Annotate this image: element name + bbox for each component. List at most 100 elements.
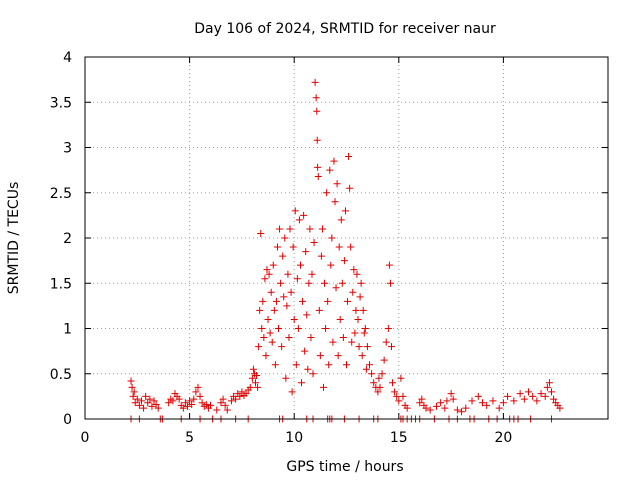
- data-point: [202, 401, 210, 409]
- data-point: [221, 401, 229, 409]
- data-point: [548, 388, 556, 396]
- data-point: [384, 325, 392, 332]
- data-point: [323, 189, 331, 197]
- data-point: [389, 379, 397, 387]
- data-point: [437, 399, 445, 407]
- data-point: [213, 406, 221, 414]
- data-point: [302, 248, 310, 256]
- data-point: [271, 361, 279, 369]
- data-point: [304, 365, 312, 373]
- data-point: [432, 402, 440, 410]
- data-point: [322, 325, 330, 332]
- data-point: [135, 401, 143, 409]
- data-point: [556, 404, 564, 412]
- data-point: [339, 334, 347, 342]
- x-tick-label: 15: [390, 430, 408, 446]
- data-point: [267, 288, 275, 296]
- data-point: [306, 225, 314, 233]
- data-point: [334, 352, 342, 360]
- data-point: [516, 390, 524, 398]
- data-point: [194, 383, 202, 391]
- data-point: [543, 383, 551, 391]
- data-point: [259, 297, 267, 305]
- data-point: [363, 343, 371, 351]
- data-point: [537, 390, 545, 398]
- data-point: [541, 392, 549, 400]
- data-point: [294, 325, 302, 332]
- y-tick-label: 3: [63, 141, 72, 157]
- data-point: [137, 397, 145, 405]
- data-point: [251, 379, 259, 387]
- data-point: [130, 388, 138, 396]
- data-point: [529, 392, 537, 400]
- data-point: [196, 392, 204, 400]
- data-point: [282, 374, 290, 382]
- data-point: [441, 404, 449, 412]
- data-point: [144, 399, 152, 407]
- data-point: [128, 383, 136, 391]
- data-point: [397, 374, 405, 382]
- data-point: [495, 404, 503, 412]
- data-point: [366, 361, 374, 369]
- data-point: [449, 395, 457, 403]
- data-point: [256, 306, 264, 314]
- data-point: [348, 338, 356, 346]
- data-point: [217, 399, 225, 407]
- data-point: [324, 297, 332, 305]
- data-point: [337, 216, 345, 224]
- data-point: [268, 338, 276, 346]
- data-point: [300, 211, 308, 219]
- data-point: [370, 379, 378, 387]
- data-point: [283, 302, 291, 310]
- data-point: [219, 395, 227, 403]
- data-point: [376, 383, 384, 391]
- data-point: [360, 329, 368, 337]
- data-point: [462, 404, 470, 412]
- data-point: [238, 388, 246, 396]
- data-point: [311, 78, 319, 86]
- data-point: [504, 392, 512, 400]
- data-point: [270, 306, 278, 314]
- data-point: [131, 399, 139, 407]
- data-point: [318, 225, 326, 233]
- data-point: [447, 390, 455, 398]
- data-point: [276, 225, 284, 233]
- data-point: [242, 390, 250, 398]
- data-point: [386, 279, 394, 287]
- data-point: [489, 397, 497, 405]
- data-point: [165, 399, 173, 407]
- data-point: [336, 315, 344, 323]
- data-point: [333, 180, 341, 188]
- data-point: [328, 234, 336, 242]
- data-point: [133, 395, 141, 403]
- data-point: [343, 361, 350, 369]
- data-point: [353, 270, 361, 278]
- x-axis-title: GPS time / hours: [286, 459, 403, 475]
- data-point: [347, 243, 355, 251]
- data-point: [236, 392, 244, 400]
- y-tick-label: 2: [63, 231, 72, 247]
- data-point: [478, 399, 486, 407]
- data-point: [346, 184, 354, 192]
- data-point: [368, 370, 376, 378]
- data-point: [169, 397, 177, 405]
- data-point: [298, 379, 306, 387]
- data-point: [314, 163, 322, 171]
- data-point: [391, 388, 399, 396]
- data-point: [146, 395, 154, 403]
- data-point: [140, 404, 148, 412]
- data-point: [269, 261, 277, 269]
- data-point: [198, 399, 206, 407]
- data-point: [301, 347, 309, 355]
- data-point: [309, 370, 317, 378]
- data-point: [258, 325, 266, 332]
- data-point: [331, 198, 339, 206]
- data-point: [338, 279, 346, 287]
- data-point: [290, 315, 298, 323]
- data-point: [278, 343, 286, 351]
- data-point: [313, 107, 321, 115]
- data-point: [186, 397, 194, 405]
- data-point: [175, 395, 183, 403]
